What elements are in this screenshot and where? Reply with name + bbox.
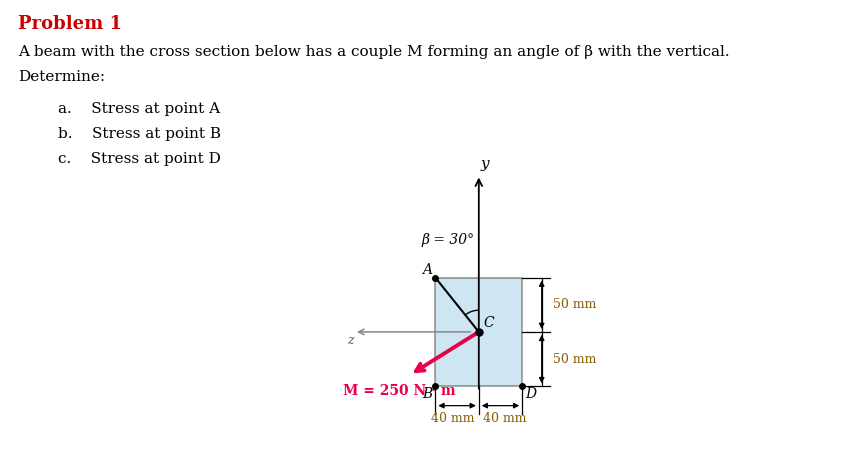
- Text: Determine:: Determine:: [18, 70, 105, 84]
- Text: C: C: [483, 316, 494, 330]
- Text: c.    Stress at point D: c. Stress at point D: [58, 152, 221, 166]
- Text: y: y: [481, 157, 490, 172]
- Text: β = 30°: β = 30°: [422, 233, 475, 247]
- Text: D: D: [526, 387, 537, 401]
- Text: B: B: [422, 387, 432, 401]
- Text: a.    Stress at point A: a. Stress at point A: [58, 102, 220, 116]
- Text: A: A: [422, 263, 432, 276]
- Text: b.    Stress at point B: b. Stress at point B: [58, 127, 221, 141]
- Text: 40 mm: 40 mm: [431, 412, 475, 425]
- Text: 40 mm: 40 mm: [483, 412, 527, 425]
- Bar: [435, 278, 522, 386]
- Text: A beam with the cross section below has a couple M forming an angle of β with th: A beam with the cross section below has …: [18, 45, 729, 59]
- Text: M = 250 N · m: M = 250 N · m: [343, 384, 455, 398]
- Text: 50 mm: 50 mm: [552, 352, 596, 366]
- Text: z: z: [347, 334, 354, 347]
- Text: 50 mm: 50 mm: [552, 298, 596, 311]
- Text: Problem 1: Problem 1: [18, 15, 122, 33]
